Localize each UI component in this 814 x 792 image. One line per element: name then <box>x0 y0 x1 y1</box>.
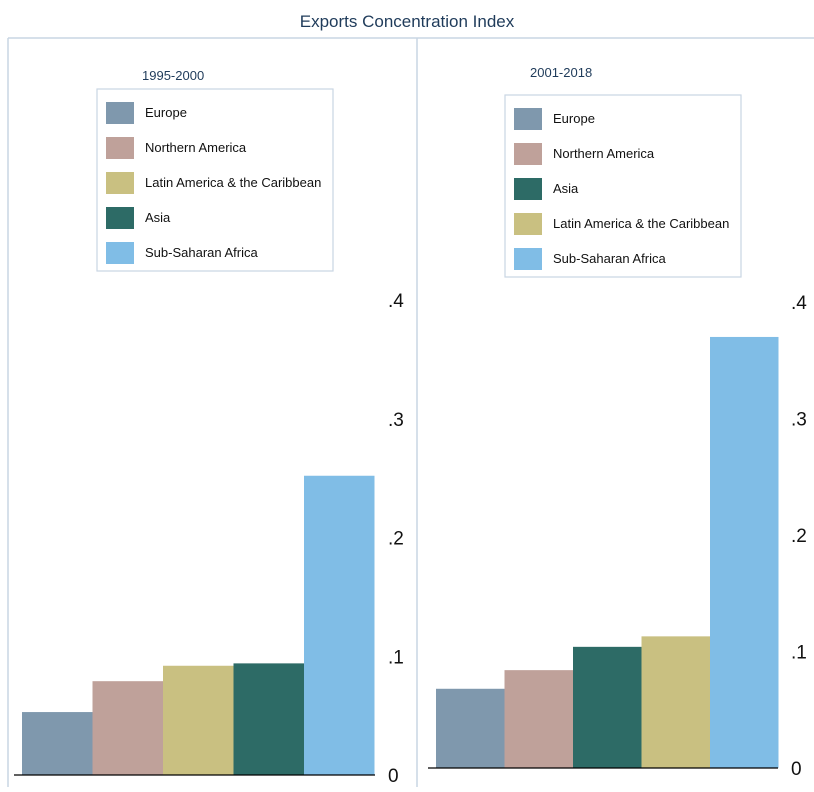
bar <box>22 712 93 775</box>
y-tick-label: .1 <box>388 647 404 668</box>
bar <box>304 475 375 775</box>
chart-panel-2: 2001-2018 Europe Northern America Asia Latin… <box>428 65 807 780</box>
legend-label: Latin America & the Caribbean <box>553 216 729 231</box>
legend-label: Asia <box>145 210 171 225</box>
legend-swatch <box>106 172 134 194</box>
y-tick-label: .2 <box>388 529 404 550</box>
y-tick-label: 0 <box>388 766 399 787</box>
legend-swatch <box>106 137 134 159</box>
legend-swatch <box>514 178 542 200</box>
legend-box <box>96 88 334 272</box>
panel-title: 1995-2000 <box>142 68 204 83</box>
legend-swatch <box>514 213 542 235</box>
legend-label: Northern America <box>145 140 247 155</box>
legend-swatch <box>106 242 134 264</box>
legend-swatch <box>514 143 542 165</box>
legend-label: Europe <box>553 111 595 126</box>
legend-box <box>504 94 742 278</box>
y-tick-label: .3 <box>791 410 807 431</box>
bar <box>163 665 234 775</box>
bar <box>641 636 710 768</box>
legend-swatch <box>514 248 542 270</box>
legend-label: Northern America <box>553 146 655 161</box>
bar <box>436 688 505 768</box>
bar <box>233 663 304 775</box>
legend-label: Europe <box>145 105 187 120</box>
y-tick-label: .4 <box>791 293 807 314</box>
bar <box>92 681 163 775</box>
bar <box>573 646 642 768</box>
y-tick-label: .1 <box>791 643 807 664</box>
y-tick-label: 0 <box>791 759 802 780</box>
legend-label: Sub-Saharan Africa <box>553 251 667 266</box>
legend-label: Sub-Saharan Africa <box>145 245 259 260</box>
y-tick-label: .4 <box>388 291 404 312</box>
legend-swatch <box>106 207 134 229</box>
panel-title: 2001-2018 <box>530 65 592 80</box>
legend-label: Latin America & the Caribbean <box>145 175 321 190</box>
legend-swatch <box>514 108 542 130</box>
y-tick-label: .3 <box>388 410 404 431</box>
legend-label: Asia <box>553 181 579 196</box>
figure-title: Exports Concentration Index <box>300 12 515 31</box>
legend-swatch <box>106 102 134 124</box>
chart-panel-1: 1995-2000 Europe Northern America Latin Ame… <box>14 68 404 787</box>
y-tick-label: .2 <box>791 526 807 547</box>
bar <box>710 336 779 768</box>
bar <box>504 670 573 768</box>
panels: 1995-2000 Europe Northern America Latin Ame… <box>14 65 807 787</box>
